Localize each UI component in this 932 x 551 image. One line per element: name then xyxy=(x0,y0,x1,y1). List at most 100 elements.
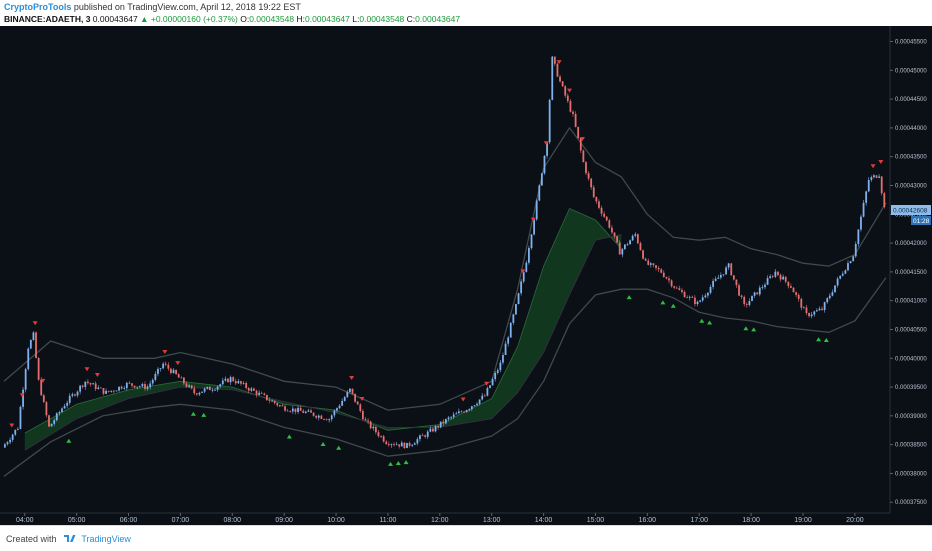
candle-down xyxy=(385,441,388,445)
candle-down xyxy=(266,394,268,401)
candle-down xyxy=(745,304,748,305)
publish-line: CryptoProTools published on TradingView.… xyxy=(4,2,301,12)
buy-signal-marker xyxy=(66,438,72,443)
candle-down xyxy=(312,412,315,416)
candle-down xyxy=(483,395,486,397)
candle-down xyxy=(432,428,434,432)
candle-up xyxy=(229,377,232,383)
sell-signal-marker xyxy=(556,60,562,65)
x-tick-label: 18:00 xyxy=(742,517,760,524)
candle-down xyxy=(268,400,271,401)
sell-signal-marker xyxy=(32,321,38,326)
candle-down xyxy=(294,408,297,413)
candle-up xyxy=(445,419,447,424)
candle-up xyxy=(528,248,530,263)
candle-down xyxy=(128,382,131,384)
candle-up xyxy=(802,307,805,309)
x-tick-label: 15:00 xyxy=(587,517,605,524)
candle-down xyxy=(611,227,613,233)
candle-down xyxy=(284,406,286,411)
price-chart[interactable]: 0.00045500 0.00045000 0.00044500 0.00044000… xyxy=(0,26,932,525)
candle-down xyxy=(572,111,574,114)
footer-bar: Created with TradingView xyxy=(0,525,932,551)
candle-up xyxy=(118,386,120,391)
candle-up xyxy=(782,276,785,280)
candle-down xyxy=(180,377,183,379)
candle-down xyxy=(351,388,354,394)
author-link[interactable]: CryptoProTools xyxy=(4,2,72,12)
buy-signal-marker xyxy=(670,303,676,308)
candle-up xyxy=(346,391,349,398)
candle-up xyxy=(546,142,548,156)
candle-down xyxy=(561,81,564,87)
candle-down xyxy=(795,292,798,295)
candle-down xyxy=(177,374,180,378)
candle-up xyxy=(206,386,209,389)
candle-up xyxy=(540,173,543,186)
candle-up xyxy=(71,394,74,396)
candle-down xyxy=(678,288,681,291)
created-with-text: Created with xyxy=(6,534,57,544)
candle-up xyxy=(753,292,756,296)
candle-down xyxy=(356,401,359,405)
buy-signal-marker xyxy=(660,300,666,305)
candle-down xyxy=(131,383,133,386)
high-label: H: xyxy=(296,14,305,24)
candle-down xyxy=(234,381,237,384)
sell-signal-marker xyxy=(567,88,573,93)
candle-up xyxy=(162,363,165,369)
candle-down xyxy=(437,426,440,428)
candle-up xyxy=(84,381,87,388)
y-tick-label: 0.00038000 xyxy=(895,471,927,477)
candle-up xyxy=(53,420,56,424)
candle-up xyxy=(455,413,458,415)
candle-down xyxy=(281,405,284,407)
candle-up xyxy=(123,388,126,389)
candle-up xyxy=(138,386,141,388)
sell-signal-marker xyxy=(530,217,536,222)
current-price-box xyxy=(891,205,931,215)
candle-up xyxy=(751,295,753,302)
candle-up xyxy=(774,271,777,277)
candle-up xyxy=(372,426,375,429)
candle-down xyxy=(253,388,255,391)
candle-down xyxy=(556,63,559,77)
candle-down xyxy=(167,364,170,369)
sell-signal-marker xyxy=(460,397,466,402)
candle-up xyxy=(857,229,860,244)
high-value: 0.00043647 xyxy=(304,14,350,24)
candle-down xyxy=(81,385,84,388)
candle-up xyxy=(707,292,709,296)
candle-down xyxy=(787,281,790,287)
candle-up xyxy=(727,263,730,268)
candle-up xyxy=(813,311,816,315)
candle-up xyxy=(400,442,403,447)
candle-up xyxy=(201,391,203,393)
candle-down xyxy=(743,296,746,305)
candle-down xyxy=(245,382,248,389)
tradingview-link[interactable]: TradingView xyxy=(81,534,131,544)
buy-signal-marker xyxy=(751,327,757,332)
candle-up xyxy=(214,389,216,391)
candle-up xyxy=(447,417,450,420)
candle-up xyxy=(55,413,58,421)
candle-down xyxy=(398,444,401,447)
x-tick-label: 12:00 xyxy=(431,517,449,524)
candle-down xyxy=(94,383,97,390)
candle-up xyxy=(839,275,842,279)
candle-up xyxy=(629,240,631,245)
candle-down xyxy=(408,442,411,446)
symbol-label[interactable]: BINANCE:ADAETH, 3 xyxy=(4,14,91,24)
candle-up xyxy=(815,310,818,312)
candle-down xyxy=(683,292,686,298)
candle-up xyxy=(390,444,393,446)
candle-down xyxy=(738,285,740,296)
candle-down xyxy=(618,242,621,255)
candle-up xyxy=(146,387,149,389)
current-price-label: 0.00042608 01:28 xyxy=(891,205,931,225)
candle-up xyxy=(27,348,30,370)
sell-signal-marker xyxy=(94,373,100,378)
candle-down xyxy=(164,363,167,365)
candle-up xyxy=(836,278,839,286)
chart-background xyxy=(0,26,932,525)
